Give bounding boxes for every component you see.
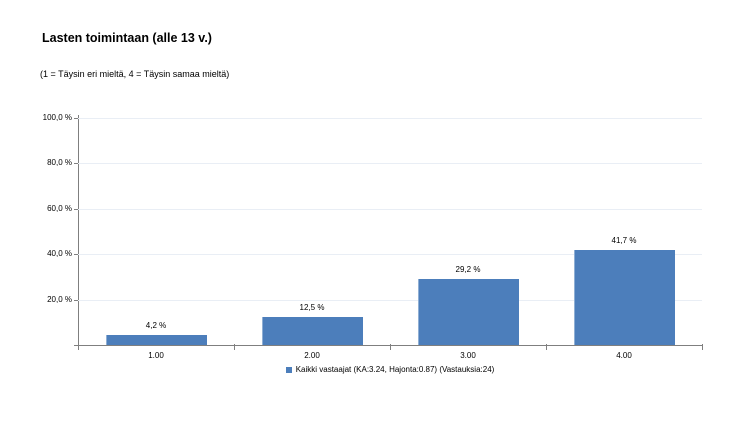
bar-value-label: 29,2 % [455, 265, 481, 274]
y-axis-tick-label: 80,0 % [47, 158, 72, 168]
x-axis-tick [390, 344, 391, 350]
x-axis-tick [702, 344, 703, 350]
y-axis-tick-label: 100,0 % [42, 113, 72, 122]
y-axis-origin-tick [74, 345, 78, 346]
y-axis-tick-label: 60,0 % [47, 203, 72, 213]
legend: Kaikki vastaajat (KA:3.24, Hajonta:0.87)… [78, 365, 702, 374]
y-axis-tick-label: 40,0 % [47, 249, 72, 259]
gridline [78, 254, 702, 256]
y-axis-tick-label: 20,0 % [47, 294, 72, 304]
y-axis-line [78, 115, 79, 346]
bar [106, 335, 207, 345]
x-axis-category-label: 4.00 [616, 351, 632, 360]
y-axis-tick [74, 254, 78, 256]
plot-area: 4,2 % 12,5 % 29,2 % 41,7 % [74, 115, 703, 350]
bar [418, 279, 519, 345]
x-axis-category-label: 1.00 [148, 351, 164, 360]
bar-value-label: 41,7 % [611, 236, 637, 245]
y-axis-tick [74, 118, 78, 119]
gridline [78, 299, 702, 301]
legend-label: Kaikki vastaajat (KA:3.24, Hajonta:0.87)… [295, 365, 495, 374]
x-axis-category-label: 2.00 [304, 351, 320, 360]
y-axis-tick [74, 208, 78, 210]
bar-value-label: 4,2 % [145, 321, 167, 330]
bar-value-label: 12,5 % [299, 303, 325, 312]
legend-swatch-icon [285, 366, 292, 373]
x-axis-tick [234, 344, 235, 350]
bar [262, 317, 363, 345]
chart-subtitle: (1 = Täysin eri mieltä, 4 = Täysin samaa… [40, 69, 230, 79]
gridline [78, 118, 702, 119]
x-axis-tick [546, 344, 547, 350]
bar [574, 250, 675, 345]
gridline [78, 163, 702, 165]
chart-title: Lasten toimintaan (alle 13 v.) [42, 31, 212, 45]
y-axis-tick [74, 163, 78, 165]
x-axis-tick [78, 344, 79, 350]
gridline [78, 208, 702, 210]
x-axis-category-label: 3.00 [460, 351, 476, 360]
y-axis-tick [74, 299, 78, 301]
